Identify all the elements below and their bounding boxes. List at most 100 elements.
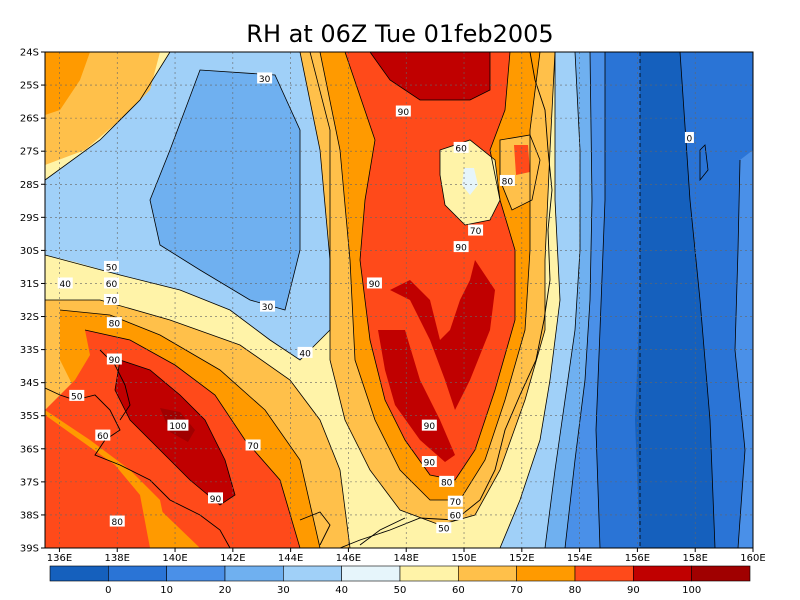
y-tick-label-4: 28S xyxy=(20,180,39,191)
contour-label-3: 60 xyxy=(455,144,467,154)
contour-label-bg-11 xyxy=(103,294,119,305)
contour-label-bg-6 xyxy=(453,241,469,253)
colorbar-swatch-10 xyxy=(633,565,692,582)
x-tick-label-0: 136E xyxy=(47,553,72,564)
x-tick-label-5: 146E xyxy=(336,553,361,564)
grid xyxy=(45,52,753,548)
y-tick-label-11: 35S xyxy=(20,411,39,422)
x-tick-label-3: 142E xyxy=(220,553,245,564)
colorbar-swatch-11 xyxy=(691,565,751,582)
colorbar-swatch-5 xyxy=(341,565,401,582)
contour-label-9: 90 xyxy=(369,280,381,290)
contour-label-bg-1 xyxy=(395,105,411,117)
contour-label-15: 90 xyxy=(109,356,121,366)
x-tick-label-10: 156E xyxy=(625,553,650,564)
contour-line-18 xyxy=(679,52,716,548)
y-tick-label-2: 26S xyxy=(20,114,39,125)
contour-line-5 xyxy=(59,309,321,548)
contour-label-bg-8 xyxy=(57,277,73,289)
y-tick-label-5: 29S xyxy=(20,213,39,224)
field-band-30-east xyxy=(545,52,600,548)
contour-line-15 xyxy=(544,52,581,548)
contour-label-bg-19 xyxy=(95,429,111,441)
y-tick-label-12: 36S xyxy=(20,444,39,455)
contour-label-17: 100 xyxy=(169,422,186,432)
contour-label-bg-18 xyxy=(421,419,437,431)
contour-label-24: 90 xyxy=(210,495,222,505)
colorbar-swatch-1 xyxy=(108,565,167,582)
plot-frame xyxy=(44,51,754,549)
colorbar-swatch-3 xyxy=(224,565,284,582)
contour-label-19: 60 xyxy=(97,432,109,442)
contour-label-6: 90 xyxy=(455,244,467,254)
colorbar-label-7: 70 xyxy=(510,585,523,596)
x-tick-label-8: 152E xyxy=(509,553,534,564)
y-tick-label-1: 25S xyxy=(20,81,39,92)
colorbar-label-1: 10 xyxy=(160,585,173,596)
contour-label-bg-0 xyxy=(257,72,273,84)
contour-label-5: 70 xyxy=(470,227,482,237)
y-tick-label-3: 27S xyxy=(20,147,39,158)
contour-label-14: 40 xyxy=(299,349,311,359)
colorbar-swatch-4 xyxy=(283,565,342,582)
contour-line-11 xyxy=(369,52,491,101)
contour-line-1 xyxy=(45,52,171,181)
colorbar-label-9: 90 xyxy=(627,585,640,596)
field-band-50-pocket xyxy=(462,168,478,195)
colorbar-label-6: 60 xyxy=(452,585,465,596)
contour-label-7: 50 xyxy=(106,263,118,273)
contour-label-bg-4 xyxy=(499,174,515,186)
contour-label-bg-5 xyxy=(468,224,484,236)
contour-label-2: 0 xyxy=(687,134,693,144)
colorbar-swatch-6 xyxy=(399,565,459,582)
colorbar-label-4: 40 xyxy=(335,585,348,596)
contour-label-bg-13 xyxy=(106,317,122,329)
chart-title: RH at 06Z Tue 01feb2005 xyxy=(246,20,553,48)
contour-label-26: 80 xyxy=(112,518,124,528)
x-tick-label-6: 148E xyxy=(394,553,419,564)
field-band-30 xyxy=(150,70,300,310)
contour-line-14 xyxy=(499,52,561,548)
colorbar-swatch-8 xyxy=(516,565,576,582)
colorbar: 0 10 20 30 40 50 60 70 80 90 100 xyxy=(49,565,751,596)
contour-label-bg-16 xyxy=(69,389,85,401)
contour-label-bg-20 xyxy=(245,439,261,451)
contour-line-16 xyxy=(564,52,593,548)
contour-label-bg-23 xyxy=(447,495,463,507)
contour-label-bg-2 xyxy=(684,131,694,143)
contour-label-bg-27 xyxy=(436,522,452,534)
x-tick-label-1: 138E xyxy=(105,553,130,564)
contour-label-bg-9 xyxy=(366,277,382,289)
contour-label-bg-22 xyxy=(439,475,455,487)
field-band-100-tongue xyxy=(390,260,495,410)
axis-ticks: 136E 138E 140E 142E 144E 146E 148E 150E 152E 154E… xyxy=(20,48,766,565)
y-tick-label-8: 32S xyxy=(20,312,39,323)
colorbar-swatch-7 xyxy=(458,565,517,582)
contour-label-27: 50 xyxy=(438,525,450,535)
colorbar-label-5: 50 xyxy=(394,585,407,596)
contour-label-bg-10 xyxy=(103,277,119,289)
x-tick-label-4: 144E xyxy=(278,553,303,564)
contour-label-4: 80 xyxy=(502,177,514,187)
x-tick-label-12: 160E xyxy=(740,553,765,564)
contour-label-10: 60 xyxy=(106,280,118,290)
field-band-90-spot xyxy=(514,145,530,175)
y-tick-label-13: 37S xyxy=(20,477,39,488)
y-tick-label-15: 39S xyxy=(20,544,39,555)
x-tick-label-11: 158E xyxy=(683,553,708,564)
y-tick-label-14: 38S xyxy=(20,510,39,521)
contour-line-2 xyxy=(45,52,331,361)
colorbar-label-10: 100 xyxy=(682,585,701,596)
contour-label-23: 70 xyxy=(450,498,462,508)
contour-label-12: 30 xyxy=(262,303,274,313)
y-tick-label-6: 30S xyxy=(20,246,39,257)
contour-line-12 xyxy=(439,139,501,226)
contour-label-bg-21 xyxy=(421,456,437,468)
y-tick-label-10: 34S xyxy=(20,378,39,389)
contour-label-bg-14 xyxy=(297,346,313,358)
colorbar-swatch-2 xyxy=(166,565,226,582)
contour-label-bg-25 xyxy=(447,508,463,520)
contour-label-bg-24 xyxy=(207,492,223,504)
